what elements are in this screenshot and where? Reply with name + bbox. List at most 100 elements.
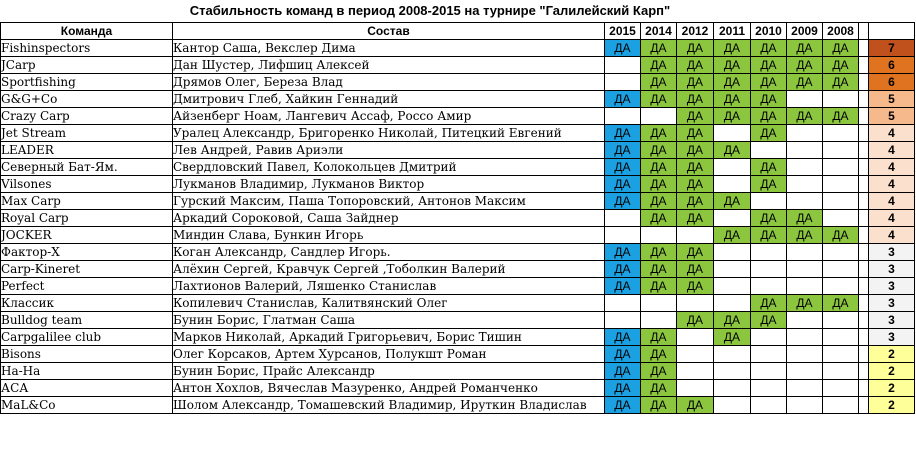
header-year-2010[interactable]: 2010 <box>750 22 787 40</box>
team-name-cell[interactable]: Северный Бат-Ям. <box>0 158 173 176</box>
year-cell-2015[interactable]: ДА <box>604 175 641 193</box>
year-cell-2009[interactable]: ДА <box>786 73 823 91</box>
roster-cell[interactable]: Лев Андрей, Равив Ариэли <box>172 141 605 159</box>
year-cell-2011[interactable]: ДА <box>713 39 751 57</box>
year-cell-2011[interactable] <box>713 124 751 142</box>
year-cell-2009[interactable]: ДА <box>786 209 823 227</box>
score-cell[interactable]: 3 <box>868 260 915 278</box>
team-name-cell[interactable]: Crazy Carp <box>0 107 173 125</box>
score-cell[interactable]: 3 <box>868 243 915 261</box>
year-cell-2009[interactable] <box>786 260 823 278</box>
header-year-2015[interactable]: 2015 <box>604 22 641 40</box>
team-name-cell[interactable]: АСА <box>0 379 173 397</box>
roster-cell[interactable]: Аркадий Сороковой, Саша Зайднер <box>172 209 605 227</box>
year-cell-2008[interactable] <box>822 175 859 193</box>
year-cell-2012[interactable]: ДА <box>676 90 714 108</box>
year-cell-2012[interactable] <box>676 226 714 244</box>
year-cell-2009[interactable] <box>786 379 823 397</box>
year-cell-2012[interactable]: ДА <box>676 141 714 159</box>
score-cell[interactable]: 4 <box>868 175 915 193</box>
team-name-cell[interactable]: Классик <box>0 294 173 312</box>
team-name-cell[interactable]: Vilsones <box>0 175 173 193</box>
year-cell-2011[interactable] <box>713 209 751 227</box>
score-cell[interactable]: 5 <box>868 90 915 108</box>
year-cell-2015[interactable]: ДА <box>604 396 641 414</box>
year-cell-2012[interactable] <box>676 328 714 346</box>
year-cell-2011[interactable] <box>713 175 751 193</box>
year-cell-2011[interactable] <box>713 277 751 295</box>
year-cell-2015[interactable]: ДА <box>604 90 641 108</box>
year-cell-2014[interactable]: ДА <box>640 192 677 210</box>
year-cell-2010[interactable]: ДА <box>750 56 787 74</box>
header-roster[interactable]: Состав <box>172 22 605 40</box>
roster-cell[interactable]: Лахтионов Валерий, Ляшенко Станислав <box>172 277 605 295</box>
year-cell-2014[interactable]: ДА <box>640 56 677 74</box>
score-cell[interactable]: 3 <box>868 294 915 312</box>
year-cell-2014[interactable]: ДА <box>640 260 677 278</box>
year-cell-2012[interactable]: ДА <box>676 124 714 142</box>
score-cell[interactable]: 2 <box>868 362 915 380</box>
year-cell-2010[interactable]: ДА <box>750 124 787 142</box>
year-cell-2011[interactable]: ДА <box>713 90 751 108</box>
score-cell[interactable]: 3 <box>868 277 915 295</box>
score-cell[interactable]: 6 <box>868 73 915 91</box>
year-cell-2011[interactable]: ДА <box>713 328 751 346</box>
year-cell-2015[interactable]: ДА <box>604 124 641 142</box>
roster-cell[interactable]: Коган Александр, Сандлер Игорь. <box>172 243 605 261</box>
year-cell-2010[interactable]: ДА <box>750 90 787 108</box>
score-cell[interactable]: 2 <box>868 396 915 414</box>
team-name-cell[interactable]: Royal Carp <box>0 209 173 227</box>
year-cell-2010[interactable]: ДА <box>750 39 787 57</box>
year-cell-2011[interactable] <box>713 345 751 363</box>
team-name-cell[interactable]: Фактор-Х <box>0 243 173 261</box>
roster-cell[interactable]: Дрямов Олег, Береза Влад <box>172 73 605 91</box>
year-cell-2010[interactable] <box>750 243 787 261</box>
year-cell-2009[interactable] <box>786 311 823 329</box>
team-name-cell[interactable]: Bulldog team <box>0 311 173 329</box>
year-cell-2009[interactable] <box>786 141 823 159</box>
year-cell-2009[interactable]: ДА <box>786 294 823 312</box>
year-cell-2012[interactable]: ДА <box>676 158 714 176</box>
year-cell-2012[interactable]: ДА <box>676 73 714 91</box>
year-cell-2008[interactable]: ДА <box>822 294 859 312</box>
year-cell-2012[interactable]: ДА <box>676 209 714 227</box>
year-cell-2012[interactable] <box>676 294 714 312</box>
year-cell-2014[interactable]: ДА <box>640 277 677 295</box>
year-cell-2015[interactable]: ДА <box>604 277 641 295</box>
roster-cell[interactable]: Марков Николай, Аркадий Григорьевич, Бор… <box>172 328 605 346</box>
year-cell-2008[interactable] <box>822 141 859 159</box>
team-name-cell[interactable]: Carp-Kineret <box>0 260 173 278</box>
score-cell[interactable]: 4 <box>868 209 915 227</box>
year-cell-2010[interactable]: ДА <box>750 73 787 91</box>
roster-cell[interactable]: Шолом Александр, Томашевский Владимир, И… <box>172 396 605 414</box>
header-year-2014[interactable]: 2014 <box>640 22 677 40</box>
score-cell[interactable]: 2 <box>868 379 915 397</box>
year-cell-2011[interactable]: ДА <box>713 226 751 244</box>
year-cell-2014[interactable]: ДА <box>640 379 677 397</box>
year-cell-2008[interactable] <box>822 260 859 278</box>
year-cell-2011[interactable] <box>713 294 751 312</box>
year-cell-2008[interactable] <box>822 192 859 210</box>
year-cell-2009[interactable] <box>786 124 823 142</box>
year-cell-2014[interactable]: ДА <box>640 362 677 380</box>
year-cell-2008[interactable]: ДА <box>822 73 859 91</box>
year-cell-2011[interactable] <box>713 362 751 380</box>
year-cell-2011[interactable] <box>713 396 751 414</box>
year-cell-2012[interactable]: ДА <box>676 39 714 57</box>
year-cell-2015[interactable]: ДА <box>604 243 641 261</box>
year-cell-2012[interactable]: ДА <box>676 311 714 329</box>
year-cell-2014[interactable]: ДА <box>640 209 677 227</box>
year-cell-2014[interactable]: ДА <box>640 158 677 176</box>
year-cell-2010[interactable]: ДА <box>750 294 787 312</box>
year-cell-2008[interactable] <box>822 243 859 261</box>
year-cell-2012[interactable]: ДА <box>676 260 714 278</box>
roster-cell[interactable]: Бунин Борис, Прайс Александр <box>172 362 605 380</box>
year-cell-2014[interactable]: ДА <box>640 39 677 57</box>
score-cell[interactable]: 5 <box>868 107 915 125</box>
roster-cell[interactable]: Кантор Саша, Векслер Дима <box>172 39 605 57</box>
year-cell-2011[interactable]: ДА <box>713 141 751 159</box>
year-cell-2012[interactable]: ДА <box>676 107 714 125</box>
year-cell-2014[interactable] <box>640 226 677 244</box>
year-cell-2009[interactable] <box>786 277 823 295</box>
team-name-cell[interactable]: На-На <box>0 362 173 380</box>
